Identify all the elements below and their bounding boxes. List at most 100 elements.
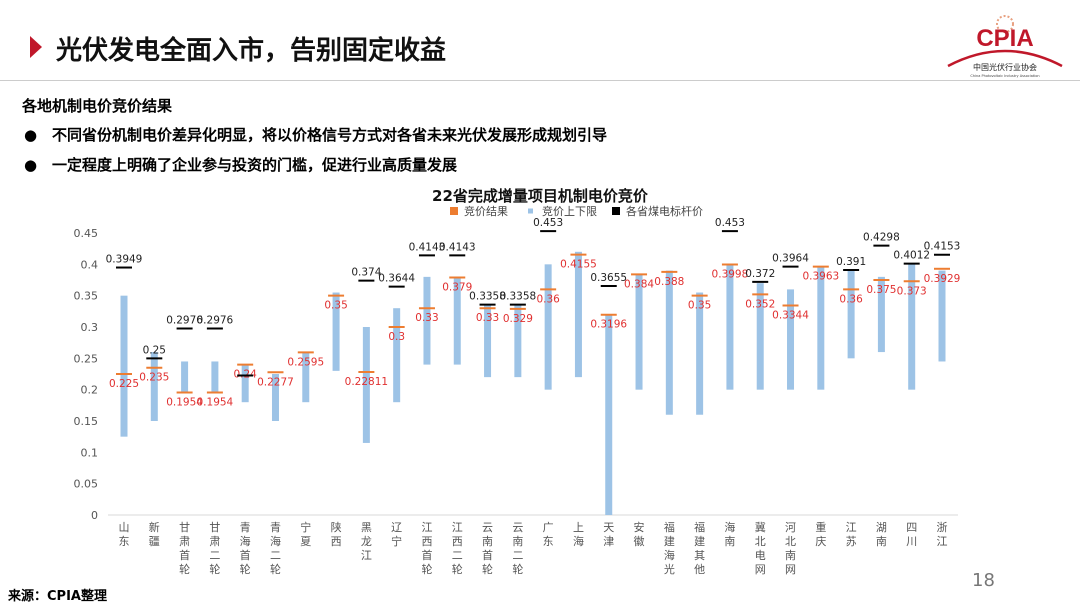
x-tick-label: 甘肃二轮 bbox=[209, 521, 220, 576]
result-label: 0.388 bbox=[654, 276, 684, 288]
cpia-logo: CPIA 中国光伏行业协会 China Photovoltaic Industr… bbox=[947, 15, 1063, 78]
x-tick-label: 新疆 bbox=[149, 520, 160, 548]
x-tick-label: 宁夏 bbox=[300, 520, 311, 548]
coal-price-label: 0.3655 bbox=[590, 272, 627, 284]
x-tick-label: 江西首轮 bbox=[421, 521, 432, 576]
result-label: 0.33 bbox=[476, 312, 499, 324]
range-bar bbox=[514, 305, 522, 378]
y-tick-label: 0.35 bbox=[74, 290, 99, 303]
x-tick-label: 海南 bbox=[724, 520, 735, 548]
coal-price-label: 0.453 bbox=[533, 217, 563, 229]
x-tick-label: 云南首轮 bbox=[482, 521, 493, 576]
result-label: 0.4155 bbox=[560, 259, 597, 271]
legend-label: 竞价结果 bbox=[464, 204, 508, 218]
range-bar bbox=[332, 292, 340, 371]
result-label: 0.373 bbox=[897, 285, 927, 297]
range-bar bbox=[302, 352, 310, 403]
svg-text:CPIA: CPIA bbox=[976, 25, 1033, 52]
result-label: 0.3196 bbox=[590, 319, 627, 331]
y-tick-label: 0 bbox=[91, 509, 98, 522]
range-bar bbox=[393, 308, 401, 403]
result-label: 0.352 bbox=[745, 298, 775, 310]
bullet-text: 一定程度上明确了企业参与投资的门槛，促进行业高质量发展 bbox=[52, 156, 458, 174]
range-bar bbox=[665, 270, 673, 415]
x-tick-label: 甘肃首轮 bbox=[179, 521, 190, 576]
svg-text:China Photovoltaic Industry As: China Photovoltaic Industry Association bbox=[970, 74, 1039, 78]
bullet-item: ● 一定程度上明确了企业参与投资的门槛，促进行业高质量发展 bbox=[24, 156, 458, 174]
coal-price-label: 0.453 bbox=[715, 217, 745, 229]
range-bar bbox=[635, 273, 643, 390]
x-tick-label: 青海首轮 bbox=[240, 521, 251, 576]
y-tick-label: 0.1 bbox=[81, 446, 99, 459]
x-tick-label: 冀北电网 bbox=[755, 520, 766, 576]
result-label: 0.225 bbox=[109, 378, 139, 390]
x-tick-label: 青海二轮 bbox=[270, 521, 281, 576]
range-bar bbox=[362, 327, 370, 443]
range-bar bbox=[211, 361, 219, 393]
range-bar bbox=[605, 314, 613, 515]
result-label: 0.2277 bbox=[257, 376, 294, 388]
coal-price-label: 0.3964 bbox=[772, 253, 809, 265]
coal-price-label: 0.374 bbox=[351, 267, 381, 279]
coal-price-label: 0.4298 bbox=[863, 232, 900, 244]
range-bar bbox=[484, 305, 492, 378]
range-bar bbox=[574, 251, 582, 378]
coal-price-label: 0.2976 bbox=[166, 315, 203, 327]
y-tick-label: 0.25 bbox=[74, 352, 99, 365]
bullet-item: ● 不同省份机制电价差异化明显，将以价格信号方式对各省未来光伏发展形成规划引导 bbox=[24, 126, 608, 144]
coal-price-label: 0.3949 bbox=[106, 254, 143, 266]
y-tick-label: 0.3 bbox=[81, 321, 99, 334]
x-tick-label: 浙江 bbox=[937, 521, 948, 548]
bullet-text: 不同省份机制电价差异化明显，将以价格信号方式对各省未来光伏发展形成规划引导 bbox=[52, 126, 608, 144]
y-tick-label: 0.05 bbox=[74, 478, 99, 491]
source-note: 来源：CPIA整理 bbox=[8, 589, 107, 604]
coal-price-label: 0.372 bbox=[745, 268, 775, 280]
range-bar bbox=[181, 361, 189, 393]
x-tick-label: 福建其他 bbox=[694, 520, 705, 576]
x-tick-label: 广东 bbox=[543, 521, 554, 548]
result-label: 0.379 bbox=[442, 281, 472, 293]
x-tick-label: 重庆 bbox=[815, 520, 826, 548]
x-tick-label: 四川 bbox=[906, 521, 917, 548]
result-label: 0.3998 bbox=[712, 268, 749, 280]
x-tick-label: 安徽 bbox=[634, 520, 645, 548]
legend-label: 竞价上下限 bbox=[542, 204, 597, 218]
legend-swatch bbox=[450, 207, 458, 215]
result-label: 0.36 bbox=[839, 293, 863, 305]
coal-price-label: 0.25 bbox=[143, 344, 166, 356]
result-label: 0.235 bbox=[139, 372, 169, 384]
result-label: 0.36 bbox=[536, 293, 560, 305]
result-label: 0.375 bbox=[866, 284, 896, 296]
chart-title: 22省完成增量项目机制电价竞价 bbox=[432, 187, 649, 205]
y-tick-label: 0.15 bbox=[74, 415, 99, 428]
result-label: 0.3 bbox=[388, 331, 405, 343]
range-bar bbox=[817, 267, 825, 390]
x-tick-label: 云南二轮 bbox=[512, 521, 523, 576]
range-bar bbox=[696, 292, 704, 415]
x-tick-label: 黑龙江 bbox=[361, 521, 372, 562]
svg-text:中国光伏行业协会: 中国光伏行业协会 bbox=[973, 62, 1037, 72]
coal-price-label: 0.3358 bbox=[469, 291, 506, 303]
x-tick-label: 河北南网 bbox=[785, 521, 796, 576]
result-label: 0.1954 bbox=[197, 397, 234, 409]
y-tick-label: 0.4 bbox=[81, 258, 99, 271]
result-label: 0.33 bbox=[415, 312, 438, 324]
x-tick-label: 湖南 bbox=[876, 521, 887, 548]
x-tick-label: 辽宁 bbox=[391, 521, 402, 548]
range-bar bbox=[756, 283, 764, 390]
result-label: 0.1954 bbox=[166, 397, 203, 409]
legend-swatch bbox=[528, 208, 533, 214]
result-label: 0.35 bbox=[324, 300, 347, 312]
range-bar bbox=[908, 264, 916, 390]
result-label: 0.384 bbox=[624, 278, 654, 290]
x-tick-label: 山东 bbox=[119, 521, 130, 548]
result-label: 0.3929 bbox=[924, 273, 961, 285]
page-title: 光伏发电全面入市，告别固定收益 bbox=[56, 36, 447, 66]
range-bar bbox=[271, 374, 279, 421]
coal-price-label: 0.3644 bbox=[378, 273, 415, 285]
result-label: 0.329 bbox=[503, 313, 533, 325]
x-tick-label: 江苏 bbox=[846, 521, 857, 548]
range-bar bbox=[544, 264, 552, 390]
result-label: 0.35 bbox=[688, 300, 711, 312]
